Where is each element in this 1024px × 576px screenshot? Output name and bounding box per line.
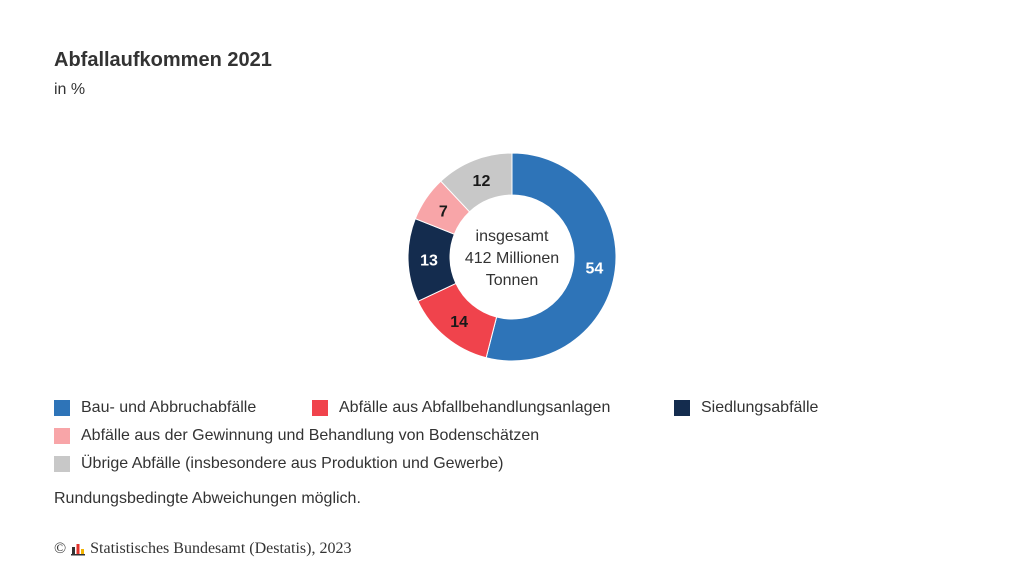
footnote: Rundungsbedingte Abweichungen möglich.: [54, 490, 361, 507]
legend-item-behandlung: Abfälle aus Abfallbehandlungsanlagen: [312, 399, 674, 417]
destatis-logo-icon: [71, 544, 86, 556]
legend-swatch-uebrige: [54, 456, 70, 472]
chart-title: Abfallaufkommen 2021: [54, 49, 272, 71]
legend-label-bodenschaetze: Abfälle aus der Gewinnung und Behandlung…: [81, 427, 540, 444]
legend-item-uebrige: Übrige Abfälle (insbesondere aus Produkt…: [54, 455, 503, 473]
donut-chart: 54 14 13 7 12 insgesamt 412 Millionen Tonnen: [407, 152, 617, 362]
legend-row-2: Abfälle aus der Gewinnung und Behandlung…: [54, 422, 994, 450]
center-label-line-3: Tonnen: [486, 272, 539, 289]
legend-item-siedlung: Siedlungsabfälle: [674, 399, 818, 417]
legend-row-1: Bau- und Abbruchabfälle Abfälle aus Abfa…: [54, 394, 994, 422]
chart-legend: Bau- und Abbruchabfälle Abfälle aus Abfa…: [54, 394, 994, 478]
donut-slice-bau: [485, 152, 617, 362]
slice-label-bau: 54: [585, 260, 603, 277]
slice-label-uebrige: 12: [473, 173, 491, 190]
legend-item-bau: Bau- und Abbruchabfälle: [54, 399, 312, 417]
slice-label-behandlung: 14: [450, 314, 468, 331]
slice-label-bodenschaetze: 7: [439, 203, 448, 220]
legend-label-uebrige: Übrige Abfälle (insbesondere aus Produkt…: [81, 455, 504, 472]
legend-swatch-siedlung: [674, 400, 690, 416]
legend-row-3: Übrige Abfälle (insbesondere aus Produkt…: [54, 450, 994, 478]
source-line: © Statistisches Bundesamt (Destatis), 20…: [54, 540, 351, 558]
chart-subtitle: in %: [54, 81, 86, 98]
slice-label-siedlung: 13: [420, 253, 438, 270]
source-text: Statistisches Bundesamt (Destatis), 2023: [90, 540, 352, 557]
copyright-symbol: ©: [54, 540, 67, 557]
legend-swatch-bau: [54, 400, 70, 416]
center-label-line-2: 412 Millionen: [465, 250, 559, 267]
legend-swatch-behandlung: [312, 400, 328, 416]
center-label-line-1: insgesamt: [476, 228, 549, 245]
legend-swatch-bodenschaetze: [54, 428, 70, 444]
legend-label-behandlung: Abfälle aus Abfallbehandlungsanlagen: [339, 399, 611, 416]
donut-slice-uebrige: [440, 152, 513, 213]
legend-item-bodenschaetze: Abfälle aus der Gewinnung und Behandlung…: [54, 427, 539, 445]
legend-label-siedlung: Siedlungsabfälle: [701, 399, 819, 416]
legend-label-bau: Bau- und Abbruchabfälle: [81, 399, 257, 416]
